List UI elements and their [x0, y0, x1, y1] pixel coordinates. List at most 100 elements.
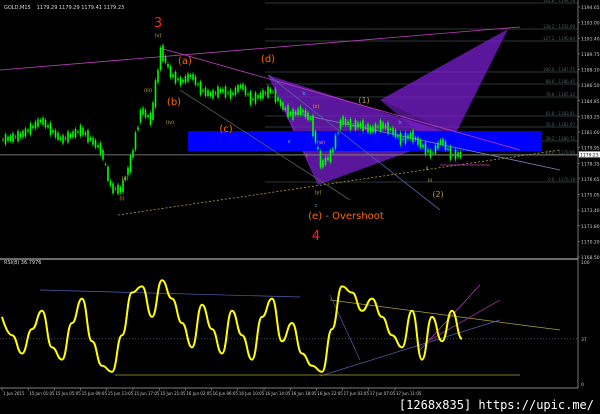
candle-body	[234, 87, 237, 95]
symbol-label: GOLD,M15	[4, 5, 31, 11]
fib-level-label: 161.8 - 1194.78	[543, 0, 575, 3]
candle-body	[87, 130, 89, 143]
price-tick-label: 1178.35	[581, 161, 600, 167]
candle-body	[269, 88, 272, 93]
candle-body	[157, 69, 159, 83]
candle-body	[187, 73, 189, 82]
trendline	[0, 26, 521, 71]
candle-body	[169, 66, 172, 78]
time-tick-label: 16 Jun 06:05	[213, 391, 239, 396]
wave-label-minor: (v)	[155, 33, 162, 39]
candle-body	[434, 145, 437, 154]
candle-body	[244, 86, 247, 95]
candle-body	[17, 130, 19, 142]
time-tick-label: 1 Jun 2015	[3, 391, 25, 396]
candle-body	[92, 137, 94, 145]
candle-body	[242, 83, 244, 90]
candle-body	[197, 83, 199, 85]
candle-body	[439, 139, 442, 144]
candle-body	[47, 125, 49, 128]
candle-body	[397, 135, 399, 138]
candle-body	[347, 121, 349, 125]
candle-body	[147, 115, 149, 118]
candle-body	[399, 132, 402, 145]
candle-body	[99, 142, 102, 155]
candle-body	[152, 102, 154, 121]
candle-body	[129, 155, 132, 173]
price-tick-label: 1188.10	[581, 68, 600, 74]
wave-label-minor: (1)	[358, 96, 369, 105]
candle-body	[134, 132, 137, 150]
watermark: [1268x835] https://upic.me/	[398, 398, 594, 412]
wave-label-minor: i	[306, 153, 307, 159]
fib-level-label: 23.6 - 1179.06	[546, 150, 576, 155]
candle-body	[224, 86, 227, 98]
price-tick-label: 1175.05	[581, 193, 600, 199]
trendline	[289, 111, 561, 171]
time-tick-label: 15 Jun 13:05	[108, 391, 134, 396]
wave-label-minor: (w)	[317, 140, 325, 146]
price-tick-label: 1179.95	[581, 146, 600, 152]
candle-body	[144, 110, 147, 118]
candle-body	[34, 121, 37, 129]
candle-body	[369, 126, 372, 133]
price-tick-label: 1193.00	[581, 21, 600, 27]
price-tick-label: 1186.50	[581, 83, 600, 89]
candle-body	[119, 187, 122, 193]
fib-level-label: 61.8 - 1183.41	[546, 111, 576, 116]
candle-body	[22, 130, 24, 138]
candle-body	[304, 110, 307, 118]
candle-body	[414, 137, 417, 140]
candle-body	[307, 112, 309, 120]
candle-body	[239, 85, 242, 88]
support-zone	[188, 131, 542, 151]
candle-body	[332, 148, 334, 153]
candle-body	[317, 147, 319, 149]
candle-body	[154, 80, 157, 108]
current-price-marker	[579, 151, 600, 158]
fib-level-label: 138.2 - 1192.09	[543, 24, 575, 29]
time-tick-label: 16 Jun 18:05	[291, 391, 317, 396]
candle-body	[2, 139, 4, 141]
candle-body	[294, 111, 297, 115]
candle-body	[284, 107, 287, 110]
candle-body	[264, 92, 267, 94]
candle-body	[209, 92, 212, 97]
price-tick-label: 1170.20	[581, 239, 600, 245]
candle-body	[352, 124, 354, 126]
candle-body	[457, 152, 459, 157]
candle-body	[84, 132, 87, 135]
price-tick-label: 1183.25	[581, 114, 600, 120]
wave-label-major: 3	[154, 16, 162, 31]
candle-body	[57, 132, 59, 140]
candle-body	[207, 90, 209, 97]
candle-body	[9, 135, 12, 141]
candle-body	[419, 140, 422, 148]
candle-body	[377, 126, 379, 128]
candle-body	[272, 91, 274, 93]
candle-body	[292, 108, 294, 120]
candle-body	[72, 131, 74, 138]
candle-body	[194, 76, 197, 85]
candle-body	[392, 127, 394, 135]
candle-body	[394, 130, 397, 138]
fib-level-label: 100.0 - 1187.75	[543, 67, 575, 72]
candle-body	[79, 125, 82, 137]
candle-body	[249, 91, 252, 105]
candle-body	[297, 108, 299, 115]
candle-body	[67, 131, 69, 143]
candle-body	[112, 183, 114, 194]
candle-body	[114, 188, 117, 190]
rsi-line	[1, 279, 463, 373]
candle-body	[192, 73, 194, 80]
candle-body	[172, 74, 174, 78]
candle-body	[359, 122, 362, 128]
candle-body	[372, 126, 374, 133]
candle-body	[367, 123, 369, 133]
candle-body	[374, 123, 377, 133]
rsi-trendline	[429, 299, 501, 341]
chart-header: GOLD,M15 1179.29 1179.29 1179.41 1179.23	[4, 5, 124, 11]
candle-body	[277, 97, 279, 102]
time-tick-label: 15 Jun 17:05	[134, 391, 160, 396]
